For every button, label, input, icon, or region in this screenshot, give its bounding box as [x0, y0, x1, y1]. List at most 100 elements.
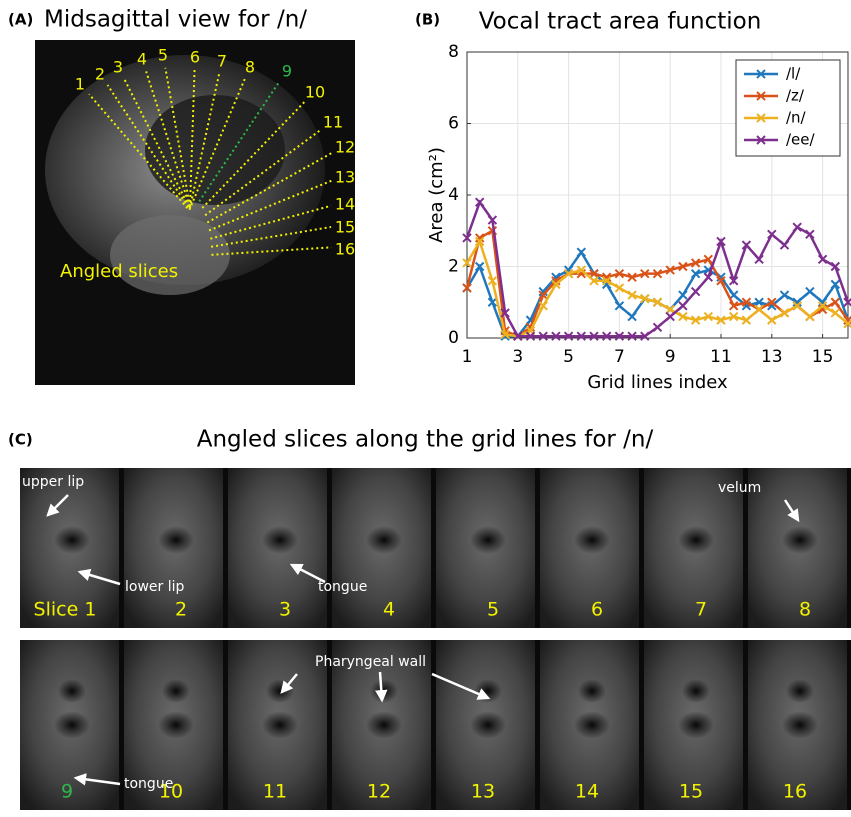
slice-label: Slice 1	[34, 599, 97, 621]
slice-label: 14	[575, 781, 599, 803]
slice-edge	[535, 468, 540, 628]
slice-cavity	[678, 711, 714, 739]
slice-cavity	[162, 679, 190, 703]
grid-line-label: 13	[335, 168, 355, 187]
annotation: tongue	[124, 776, 173, 792]
slice-label: 6	[591, 599, 603, 621]
slice-edge	[431, 640, 436, 810]
x-tick-label: 1	[462, 347, 473, 367]
slice-label: 2	[175, 599, 187, 621]
figure: (A) Midsagittal view for /n/ 12345678910…	[0, 0, 851, 813]
slice-cavity	[782, 711, 818, 739]
y-axis-label: Area (cm²)	[426, 147, 447, 243]
slice-label: 12	[367, 781, 391, 803]
slice-edge	[223, 468, 228, 628]
y-tick-label: 8	[448, 42, 459, 62]
annotation: upper lip	[22, 474, 84, 490]
grid-line-label: 6	[190, 48, 200, 67]
grid-line-label: 10	[305, 83, 325, 102]
row-separator	[20, 628, 851, 640]
grid-line-label: 15	[335, 218, 355, 237]
slice-cavity	[54, 526, 90, 554]
slice-cavity	[366, 711, 402, 739]
annotation: velum	[718, 480, 761, 496]
panel-tag: (C)	[8, 431, 33, 449]
slice-cavity	[782, 526, 818, 554]
x-tick-label: 9	[665, 347, 676, 367]
panel-tag: (A)	[8, 11, 33, 29]
image-caption: Angled slices	[60, 261, 178, 282]
grid-line-label: 3	[113, 58, 123, 77]
slice-cavity	[578, 679, 606, 703]
legend-label: /ee/	[786, 131, 816, 149]
slice-cavity	[262, 711, 298, 739]
x-tick-label: 11	[710, 347, 732, 367]
grid-line-label: 12	[335, 138, 355, 157]
slice-cavity	[470, 711, 506, 739]
annotation: Pharyngeal wall	[315, 654, 426, 670]
grid-line-label: 5	[158, 46, 168, 65]
slice-cavity	[54, 711, 90, 739]
slice-label: 9	[61, 781, 73, 803]
slice-label: 16	[783, 781, 807, 803]
slice-cavity	[474, 679, 502, 703]
y-tick-label: 4	[448, 185, 459, 205]
slice-edge	[743, 640, 748, 810]
slice-cavity	[58, 679, 86, 703]
annotation: lower lip	[125, 579, 185, 595]
grid-line-label: 14	[335, 195, 355, 214]
slice-edge	[847, 640, 851, 810]
slice-cavity	[370, 679, 398, 703]
x-tick-label: 7	[614, 347, 625, 367]
panel-title: Angled slices along the grid lines for /…	[197, 427, 654, 453]
slice-cavity	[470, 526, 506, 554]
slice-cavity	[682, 679, 710, 703]
x-axis-label: Grid lines index	[587, 372, 728, 393]
grid-line-label: 16	[335, 240, 355, 259]
legend-label: /z/	[786, 87, 805, 105]
slice-edge	[535, 640, 540, 810]
grid-line-label: 9	[282, 62, 292, 81]
panel-tag: (B)	[415, 11, 440, 29]
slice-edge	[223, 640, 228, 810]
grid-line-label: 1	[75, 75, 85, 94]
slice-cavity	[262, 526, 298, 554]
grid-line-label: 11	[323, 113, 343, 132]
slice-cavity	[574, 711, 610, 739]
slice-label: 3	[279, 599, 291, 621]
slice-edge	[847, 468, 851, 628]
slice-label: 5	[487, 599, 499, 621]
grid-line-label: 8	[245, 58, 255, 77]
y-tick-label: 6	[448, 114, 459, 134]
slice-cavity	[678, 526, 714, 554]
x-tick-label: 13	[761, 347, 783, 367]
slice-edge	[431, 468, 436, 628]
slice-label: 8	[799, 599, 811, 621]
slice-edge	[119, 468, 124, 628]
y-tick-label: 2	[448, 257, 459, 277]
grid-line-label: 7	[217, 52, 227, 71]
chart-title: Vocal tract area function	[479, 9, 762, 35]
slice-cavity	[366, 526, 402, 554]
panel-title: Midsagittal view for /n/	[44, 7, 307, 33]
slice-label: 15	[679, 781, 703, 803]
slice-label: 11	[263, 781, 287, 803]
slice-edge	[639, 640, 644, 810]
annotation: tongue	[318, 579, 367, 595]
grid-line-label: 4	[137, 50, 147, 69]
slice-label: 4	[383, 599, 395, 621]
slice-edge	[639, 468, 644, 628]
x-tick-label: 5	[563, 347, 574, 367]
grid-line-label: 2	[95, 65, 105, 84]
slice-edge	[327, 468, 332, 628]
y-tick-label: 0	[448, 328, 459, 348]
x-tick-label: 3	[512, 347, 523, 367]
slice-label: 13	[471, 781, 495, 803]
slice-label: 7	[695, 599, 707, 621]
slice-cavity	[574, 526, 610, 554]
legend-label: /l/	[786, 65, 801, 83]
slice-cavity	[158, 526, 194, 554]
legend-label: /n/	[786, 109, 807, 127]
x-tick-label: 15	[812, 347, 834, 367]
slice-cavity	[158, 711, 194, 739]
